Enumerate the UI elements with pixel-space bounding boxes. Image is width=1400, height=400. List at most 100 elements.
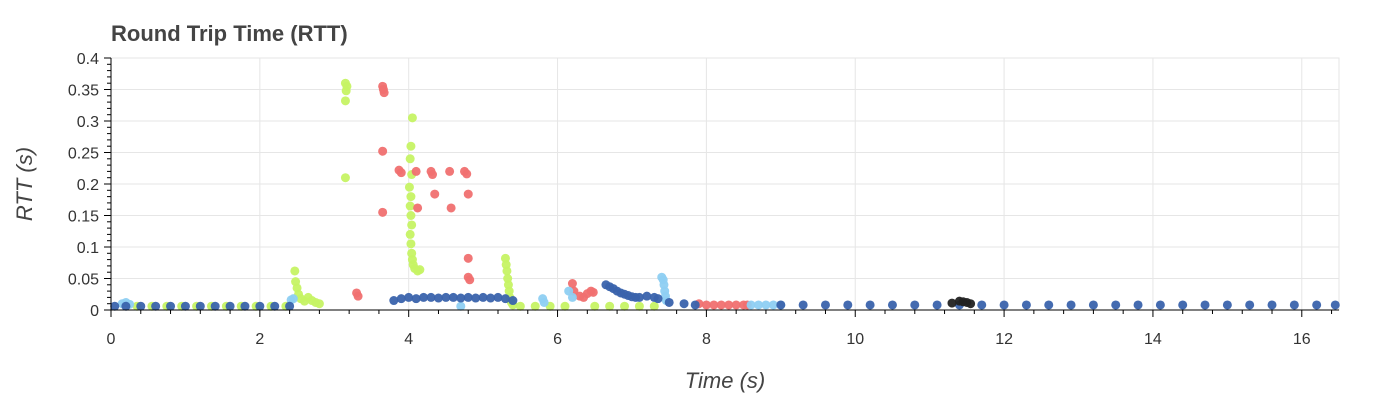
data-point-series-3	[500, 294, 510, 304]
data-point-series-0	[560, 301, 570, 311]
data-point-series-3	[1066, 300, 1076, 310]
data-point-series-1	[353, 291, 363, 301]
data-point-series-0	[515, 301, 525, 311]
data-point-series-2	[761, 300, 771, 310]
data-point-series-1	[413, 203, 423, 213]
data-point-series-3	[441, 292, 451, 302]
data-point-series-2	[567, 292, 577, 302]
y-tick-label: 0.35	[68, 83, 99, 100]
data-point-series-3	[977, 300, 987, 310]
data-point-series-3	[1200, 300, 1210, 310]
data-point-series-0	[502, 266, 512, 276]
data-point-series-0	[406, 211, 416, 220]
data-point-series-3	[1245, 300, 1255, 310]
data-point-series-3	[887, 300, 897, 310]
data-point-series-1	[379, 88, 389, 98]
data-point-series-0	[605, 301, 615, 311]
data-point-series-1	[588, 287, 598, 297]
data-point-series-3	[471, 293, 481, 303]
data-point-series-3	[121, 301, 131, 311]
data-point-series-3	[389, 296, 399, 306]
data-point-series-0	[590, 301, 600, 311]
data-point-series-3	[1178, 300, 1188, 310]
chart-title: Round Trip Time (RTT)	[111, 21, 348, 46]
data-point-series-3	[865, 300, 875, 310]
data-point-series-3	[1312, 300, 1322, 310]
data-point-series-2	[768, 300, 778, 310]
x-tick-label: 16	[1293, 331, 1311, 348]
data-point-series-2	[753, 300, 763, 310]
data-point-series-4	[966, 299, 976, 309]
data-point-series-0	[415, 265, 425, 275]
data-point-series-2	[288, 294, 298, 304]
data-point-series-3	[1222, 300, 1232, 310]
data-point-series-3	[110, 301, 120, 311]
data-point-series-0	[290, 266, 300, 276]
data-point-series-3	[1088, 300, 1098, 310]
data-point-series-3	[240, 301, 250, 311]
y-tick-label: 0.4	[77, 51, 99, 68]
data-point-series-3	[426, 292, 436, 302]
data-point-series-3	[1289, 300, 1299, 310]
data-point-series-3	[1044, 300, 1054, 310]
data-point-series-0	[341, 86, 351, 96]
data-point-series-3	[932, 300, 942, 310]
y-tick-label: 0.1	[77, 240, 99, 257]
data-point-series-3	[910, 300, 920, 310]
y-tick-label: 0.2	[77, 177, 99, 194]
data-point-series-3	[270, 301, 280, 311]
data-point-series-3	[679, 299, 689, 309]
data-point-series-4	[947, 298, 957, 308]
data-point-series-3	[195, 301, 205, 311]
data-point-series-3	[1133, 300, 1143, 310]
data-point-series-3	[664, 297, 674, 307]
data-point-series-1	[567, 279, 577, 289]
data-point-series-3	[411, 294, 421, 304]
data-point-series-3	[690, 300, 700, 310]
x-tick-label: 12	[995, 331, 1013, 348]
data-point-series-0	[407, 220, 417, 230]
data-point-series-0	[405, 201, 415, 211]
x-tick-label: 14	[1144, 331, 1162, 348]
data-point-series-3	[634, 292, 644, 302]
data-point-series-1	[731, 300, 741, 310]
data-point-series-0	[406, 239, 416, 249]
data-point-series-1	[445, 166, 455, 176]
data-point-series-3	[776, 300, 786, 310]
data-point-series-3	[419, 292, 429, 302]
data-point-series-2	[456, 301, 466, 311]
data-point-series-1	[430, 189, 440, 199]
data-point-series-0	[530, 301, 540, 311]
data-point-series-0	[404, 182, 414, 192]
data-point-series-3	[820, 300, 830, 310]
data-point-series-3	[285, 301, 295, 311]
data-point-series-3	[180, 301, 190, 311]
data-point-series-3	[463, 292, 473, 302]
data-point-series-1	[463, 189, 473, 199]
data-point-series-3	[255, 301, 265, 311]
data-point-series-2	[746, 300, 756, 310]
data-point-series-3	[493, 292, 503, 302]
data-point-series-3	[166, 301, 176, 311]
data-point-series-1	[411, 166, 421, 176]
x-tick-label: 6	[553, 331, 562, 348]
x-axis-title: Time (s)	[685, 368, 765, 393]
data-point-series-3	[798, 300, 808, 310]
y-axis-title: RTT (s)	[12, 147, 37, 221]
data-point-series-1	[463, 253, 473, 263]
data-point-series-3	[151, 301, 161, 311]
data-point-series-0	[314, 299, 324, 309]
data-point-series-3	[653, 294, 663, 304]
data-point-series-1	[716, 300, 726, 310]
data-point-series-0	[407, 113, 417, 123]
data-point-series-1	[396, 168, 406, 178]
data-point-series-3	[225, 301, 235, 311]
data-point-series-3	[210, 301, 220, 311]
x-tick-label: 10	[846, 331, 864, 348]
data-point-series-3	[1155, 300, 1165, 310]
data-point-series-0	[634, 301, 644, 311]
data-point-series-3	[478, 292, 488, 302]
y-tick-label: 0.15	[68, 209, 99, 226]
x-tick-label: 2	[255, 331, 264, 348]
